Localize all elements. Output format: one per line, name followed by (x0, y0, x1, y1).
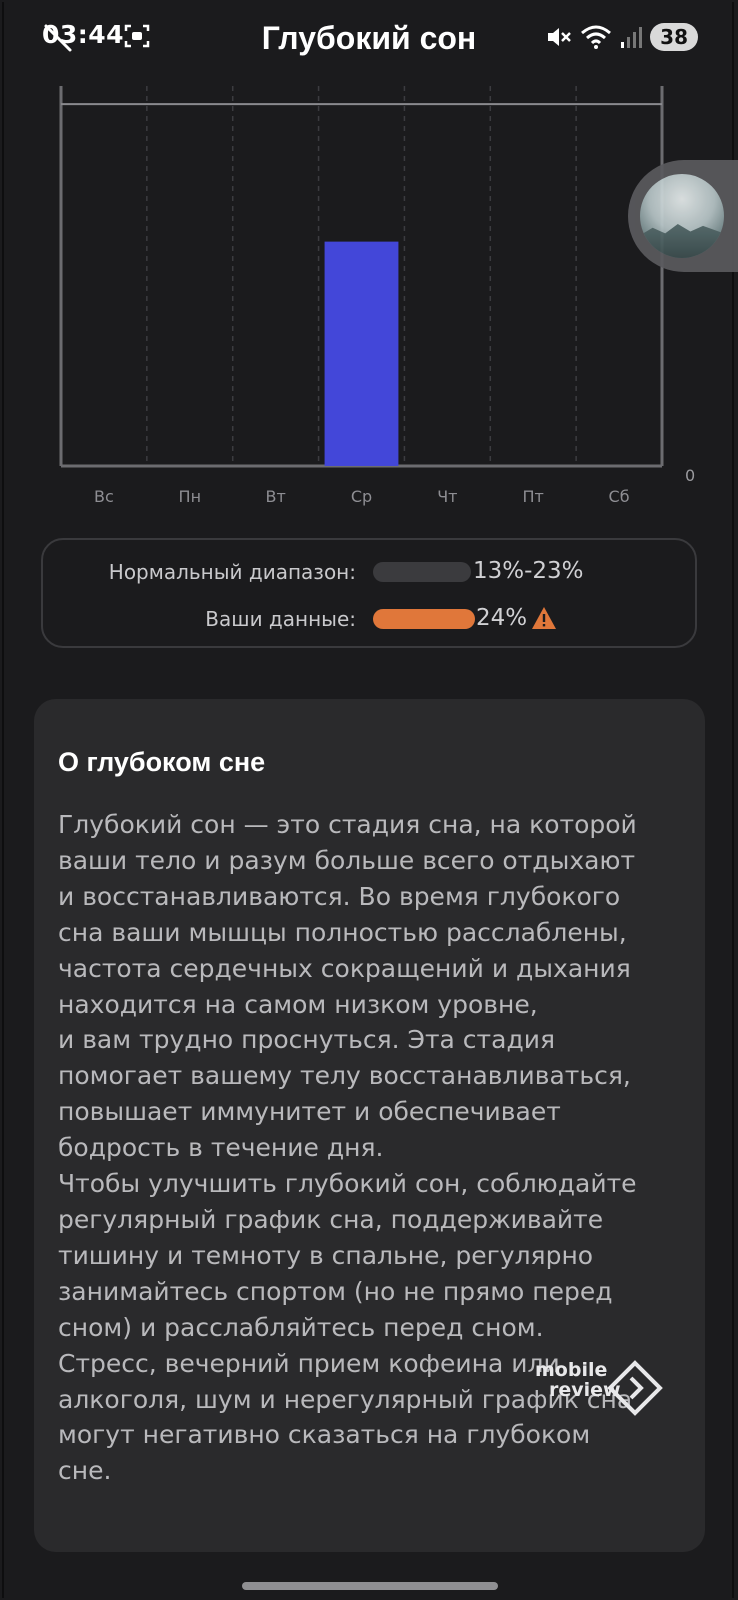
x-tick-label: Вс (94, 487, 114, 506)
watermark-line2: review (549, 1379, 621, 1401)
x-tick-label: Чт (437, 487, 458, 506)
normal-range-value: 13%-23% (473, 558, 584, 584)
your-data-label: Ваши данные: (205, 607, 356, 631)
x-tick-label: Ср (350, 487, 373, 506)
home-indicator[interactable] (242, 1582, 498, 1590)
range-card: Нормальный диапазон: 13%-23% Ваши данные… (41, 538, 697, 648)
watermark-logo: mobile review (535, 1360, 685, 1420)
warning-icon (532, 607, 556, 629)
mute-icon (548, 28, 572, 46)
floating-avatar-bubble[interactable] (628, 160, 738, 272)
normal-range-bar (373, 562, 471, 582)
watermark-diamond-icon (607, 1360, 663, 1416)
signal-icon (621, 27, 643, 48)
your-data-value: 24% (476, 605, 528, 631)
your-data-bar (373, 609, 475, 629)
info-text: Глубокий сон — это стадия сна, на которо… (58, 810, 637, 1486)
chart-svg (59, 86, 664, 468)
wifi-icon (581, 25, 612, 49)
bar-3 (324, 241, 399, 466)
status-icons: 38 (546, 22, 698, 52)
screenshot-icon (124, 24, 150, 48)
avatar[interactable] (640, 174, 724, 258)
info-title: О глубоком сне (58, 747, 266, 777)
watermark-text: mobile review (535, 1360, 621, 1400)
normal-range-label: Нормальный диапазон: (108, 560, 356, 584)
battery-badge: 38 (650, 23, 698, 51)
x-tick-label: Пн (178, 487, 202, 506)
info-card: О глубоком сне Глубокий сон — это стадия… (34, 699, 705, 1552)
watermark-line1: mobile (535, 1359, 608, 1381)
back-arrow-icon[interactable] (40, 20, 74, 54)
page-title: Глубокий сон (261, 20, 477, 56)
x-tick-label: Вт (265, 487, 286, 506)
x-tick-label: Сб (608, 487, 630, 506)
status-bar: 03:44 38 (0, 0, 738, 80)
deep-sleep-chart (0, 80, 738, 520)
y-tick-label-zero: 0 (685, 466, 696, 485)
x-tick-label: Пт (522, 487, 544, 506)
